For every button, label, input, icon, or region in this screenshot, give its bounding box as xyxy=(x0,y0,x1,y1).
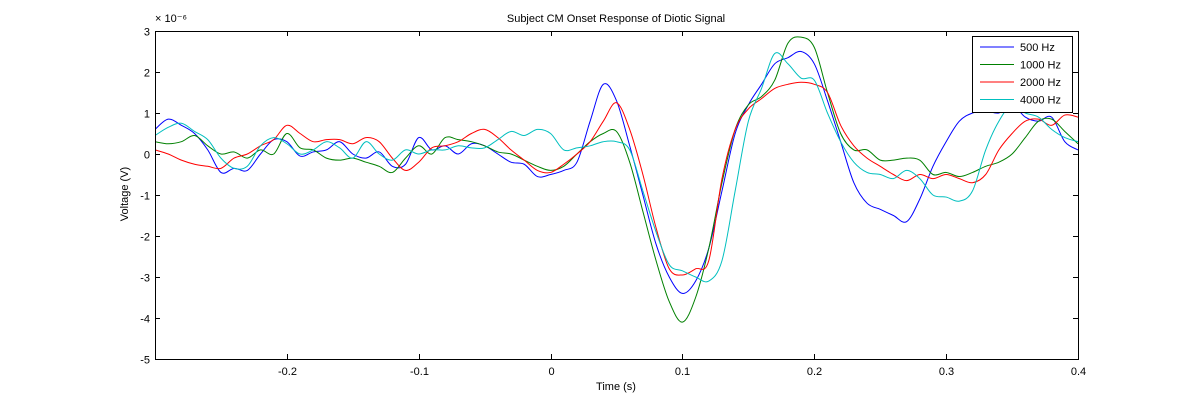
x-tick-label: 0.2 xyxy=(807,366,822,378)
y-tick-label: -5 xyxy=(140,355,150,367)
plot-background xyxy=(155,31,1078,359)
y-tick-label: -2 xyxy=(140,232,150,244)
series-line-4000-hz xyxy=(155,52,1078,283)
plot-area: -0.2 -0.1 0 0.1 0.2 0.3 0.4 -5 -4 -3 -2 -1 0 1 2 3 xyxy=(140,27,1086,379)
legend: 500 Hz 1000 Hz 2000 Hz 4000 Hz xyxy=(972,36,1073,113)
x-axis: -0.2 -0.1 0 0.1 0.2 0.3 0.4 xyxy=(278,31,1086,378)
legend-label: 2000 Hz xyxy=(1020,77,1061,89)
y-axis-label: Voltage (V) xyxy=(119,167,131,221)
y-tick-label: 3 xyxy=(144,27,150,39)
y-tick-label: -4 xyxy=(140,314,150,326)
y-tick-label: 0 xyxy=(144,150,150,162)
x-tick-label: 0.4 xyxy=(1071,366,1086,378)
x-axis-label: Time (s) xyxy=(596,381,636,393)
y-axis: -5 -4 -3 -2 -1 0 1 2 3 xyxy=(140,27,1078,367)
series-layer xyxy=(155,36,1078,323)
legend-label: 4000 Hz xyxy=(1020,95,1061,107)
legend-label: 1000 Hz xyxy=(1020,60,1061,72)
y-tick-label: 2 xyxy=(144,68,150,80)
y-tick-label: -1 xyxy=(140,191,150,203)
legend-label: 500 Hz xyxy=(1020,42,1055,54)
series-line-1000-hz xyxy=(155,36,1078,323)
x-tick-label: -0.2 xyxy=(278,366,297,378)
x-tick-label: 0.3 xyxy=(939,366,954,378)
y-exponent-label: × 10⁻⁶ xyxy=(155,13,187,25)
y-tick-label: -3 xyxy=(140,273,150,285)
x-tick-label: 0.1 xyxy=(675,366,690,378)
x-tick-label: -0.1 xyxy=(410,366,429,378)
series-line-500-hz xyxy=(155,50,1078,294)
x-tick-label: 0 xyxy=(548,366,554,378)
chart-title: Subject CM Onset Response of Diotic Sign… xyxy=(507,13,725,25)
y-tick-label: 1 xyxy=(144,109,150,121)
series-line-2000-hz xyxy=(155,81,1078,276)
